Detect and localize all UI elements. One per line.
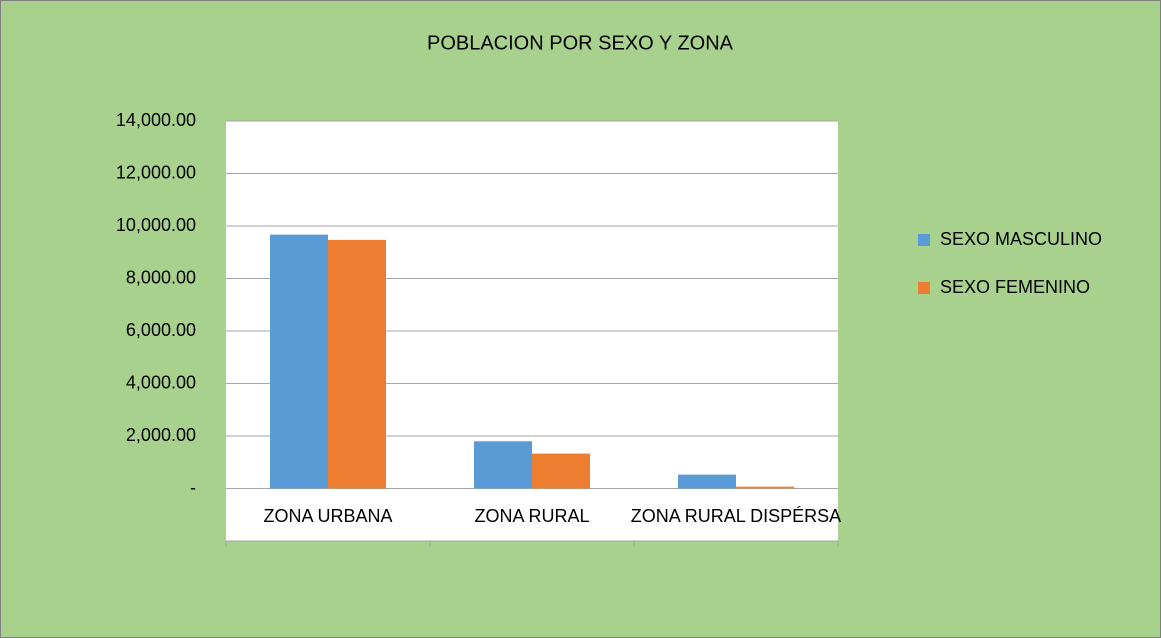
bar bbox=[474, 441, 532, 489]
legend-label: SEXO FEMENINO bbox=[940, 277, 1090, 297]
y-tick-label: 6,000.00 bbox=[126, 320, 196, 340]
bar bbox=[736, 486, 794, 489]
y-tick-label: 8,000.00 bbox=[126, 267, 196, 287]
y-tick-label: 12,000.00 bbox=[116, 162, 196, 182]
x-tick-label: ZONA RURAL DISPÉRSA bbox=[631, 506, 841, 526]
y-tick-label: 14,000.00 bbox=[116, 110, 196, 130]
bar bbox=[328, 239, 386, 489]
legend-swatch bbox=[918, 234, 930, 246]
legend-swatch bbox=[918, 282, 930, 294]
y-tick-label: 2,000.00 bbox=[126, 425, 196, 445]
chart-title: POBLACION POR SEXO Y ZONA bbox=[427, 32, 734, 54]
bar bbox=[678, 474, 736, 489]
x-tick-label: ZONA URBANA bbox=[263, 506, 392, 526]
bar bbox=[270, 234, 328, 489]
bar bbox=[532, 453, 590, 489]
y-tick-label: 4,000.00 bbox=[126, 372, 196, 392]
legend-label: SEXO MASCULINO bbox=[940, 229, 1102, 249]
x-tick-label: ZONA RURAL bbox=[474, 506, 589, 526]
y-tick-label: 10,000.00 bbox=[116, 215, 196, 235]
y-tick-label: - bbox=[190, 477, 196, 497]
